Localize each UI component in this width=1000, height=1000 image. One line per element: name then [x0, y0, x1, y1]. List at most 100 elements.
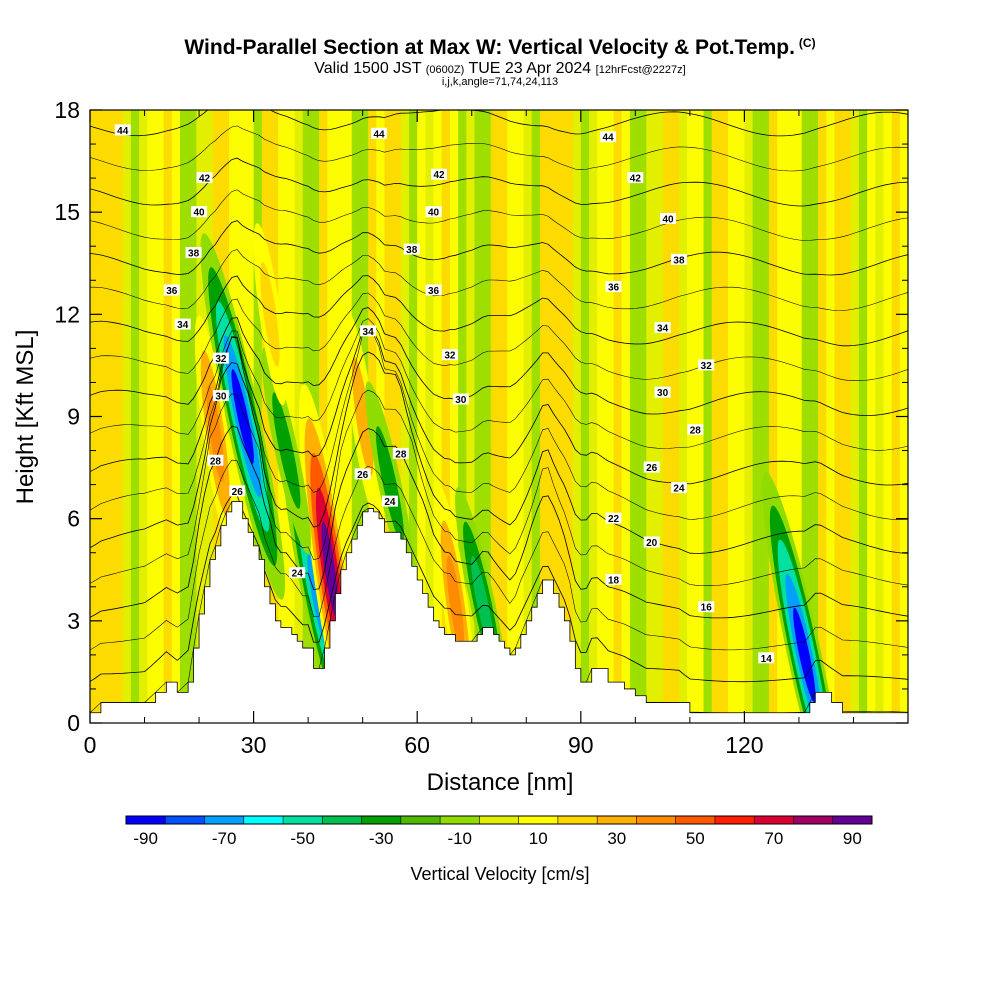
theta-contour-line [90, 325, 908, 486]
theta-contour-line [90, 307, 908, 416]
velocity-column [531, 110, 541, 723]
theta-contour-labels: 44 44 44 42 42 42 40 40 40 38 38 38 36 36 36 34 34 34 32 32… [114, 124, 775, 665]
theta-contour-line-minor [90, 189, 908, 241]
theta-contour-line [90, 425, 908, 619]
theta-contour-label-bg [654, 321, 671, 333]
colorbar-swatch [165, 816, 205, 824]
velocity-column [752, 110, 762, 723]
theta-contour-label-bg [698, 601, 715, 613]
theta-contour-label-bg [289, 567, 306, 579]
theta-contour-label-text: 42 [433, 170, 445, 181]
velocity-column [834, 110, 844, 723]
y-tick-label: 6 [67, 506, 80, 532]
theta-contour-label: 28 [392, 447, 409, 460]
velocity-column [179, 110, 189, 723]
theta-contour-label: 42 [431, 168, 448, 181]
theta-contour-label: 36 [605, 281, 622, 294]
velocity-core [272, 392, 301, 509]
theta-contour-label: 44 [114, 124, 131, 137]
theta-contour-line-minor [90, 249, 908, 311]
colorbar-frame [125, 815, 873, 825]
theta-contour-label-bg [605, 573, 622, 585]
velocity-column [122, 110, 132, 723]
theta-contour-label: 24 [670, 482, 687, 495]
theta-contour-label: 32 [441, 349, 458, 362]
colorbar-swatch [283, 816, 323, 824]
velocity-column [384, 110, 394, 723]
y-tick-label: 18 [54, 97, 80, 123]
theta-contour-label-text: 44 [603, 133, 615, 144]
theta-contour-label-bg [654, 386, 671, 398]
velocity-core [446, 555, 465, 653]
theta-contour-label-text: 20 [646, 538, 658, 549]
velocity-core [351, 357, 374, 476]
theta-contour-label-bg [452, 393, 469, 405]
chart-title-text: Wind-Parallel Section at Max W: Vertical… [184, 36, 795, 59]
velocity-column [785, 110, 794, 723]
colorbar-swatch [126, 816, 166, 824]
theta-contour-label-text: 26 [357, 470, 369, 481]
theta-contour-label-bg [191, 206, 208, 218]
theta-contour-label-bg [605, 281, 622, 293]
velocity-column [343, 110, 353, 723]
colorbar-swatch [832, 816, 873, 824]
colorbar-label: 70 [764, 829, 783, 848]
theta-contour-label-bg [643, 461, 660, 473]
theta-contour-label-bg [660, 212, 677, 224]
theta-contour-label-text: 30 [215, 392, 227, 403]
theta-contour-label-text: 40 [194, 208, 206, 219]
colorbar-swatch [636, 816, 676, 824]
velocity-column [130, 110, 140, 723]
theta-contour-label-text: 24 [384, 497, 396, 508]
theta-contour-label-text: 26 [232, 487, 244, 498]
y-tick-label: 15 [54, 199, 80, 225]
colorbar-label: 90 [843, 829, 862, 848]
velocity-column [106, 110, 116, 723]
theta-contour-label-bg [212, 352, 229, 364]
vertical-velocity-field [90, 110, 908, 723]
theta-contour-label: 36 [163, 284, 180, 297]
theta-contour-label-bg [212, 390, 229, 402]
theta-contour-label: 40 [191, 206, 208, 219]
velocity-column [556, 110, 565, 723]
velocity-core [321, 521, 339, 618]
theta-contour-label: 42 [627, 172, 644, 185]
velocity-column [728, 110, 737, 723]
theta-contour-label-bg [758, 652, 775, 664]
theta-contour-label-bg [698, 359, 715, 371]
colorbar-label: -70 [212, 829, 237, 848]
velocity-column [621, 110, 631, 723]
theta-contour-label: 32 [698, 359, 715, 372]
theta-contour-label: 32 [212, 352, 229, 365]
velocity-column [646, 110, 655, 723]
theta-contour-label: 34 [174, 318, 191, 331]
theta-contour-label-bg [600, 131, 617, 143]
theta-contour-label-bg [431, 168, 448, 180]
theta-contour-label-text: 14 [761, 654, 773, 665]
subtitle-forecast: [12hrFcst@2227z] [595, 64, 686, 76]
theta-contour-label: 14 [758, 652, 775, 665]
velocity-column [809, 110, 819, 723]
theta-contour-label-bg [687, 424, 704, 436]
velocity-column [597, 110, 606, 723]
theta-contour-label-text: 34 [177, 320, 189, 331]
colorbar-swatch [440, 816, 480, 824]
theta-contour-label-bg [643, 536, 660, 548]
colorbar-swatch [557, 816, 598, 824]
velocity-column [572, 110, 582, 723]
velocity-column [670, 110, 680, 723]
velocity-column [147, 110, 156, 723]
theta-contour-label-text: 36 [608, 283, 620, 294]
theta-contour-label: 44 [371, 127, 388, 140]
theta-contours [90, 110, 908, 714]
theta-contour-label-text: 34 [657, 323, 669, 334]
x-axis-title: Distance [nm] [427, 769, 574, 796]
velocity-column [891, 110, 901, 723]
colorbar-swatch [400, 816, 441, 824]
y-tick-label: 0 [67, 710, 80, 736]
theta-contour-label: 36 [425, 284, 442, 297]
velocity-core [375, 426, 405, 543]
theta-contour-label-bg [670, 482, 687, 494]
velocity-column [883, 110, 893, 723]
